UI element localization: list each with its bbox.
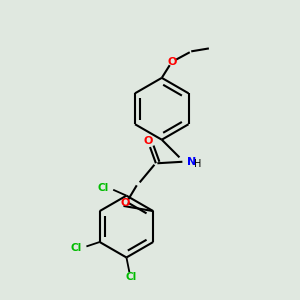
Text: O: O bbox=[167, 57, 177, 67]
Text: O: O bbox=[120, 198, 130, 208]
Text: Cl: Cl bbox=[98, 183, 109, 193]
Text: O: O bbox=[144, 136, 153, 146]
Text: Cl: Cl bbox=[125, 272, 136, 282]
Text: Cl: Cl bbox=[71, 243, 82, 253]
Text: H: H bbox=[194, 159, 202, 169]
Text: N: N bbox=[187, 157, 196, 167]
